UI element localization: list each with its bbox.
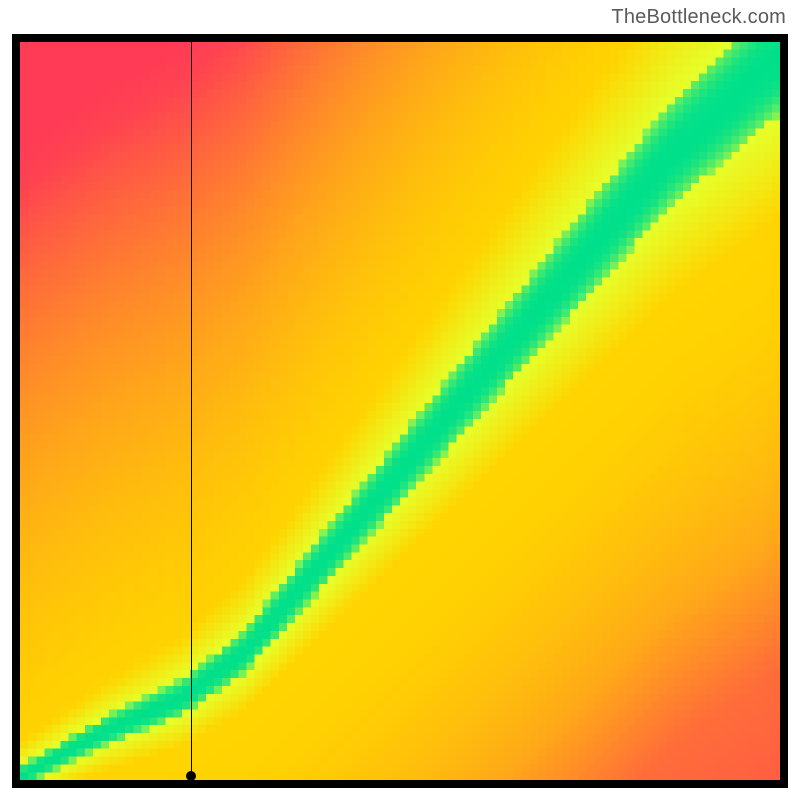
chart-container: TheBottleneck.com <box>0 0 800 800</box>
crosshair-marker <box>186 771 196 781</box>
watermark-text: TheBottleneck.com <box>611 6 786 29</box>
crosshair-vertical-line <box>191 42 192 780</box>
chart-frame <box>12 34 788 788</box>
bottleneck-heatmap <box>12 34 788 788</box>
